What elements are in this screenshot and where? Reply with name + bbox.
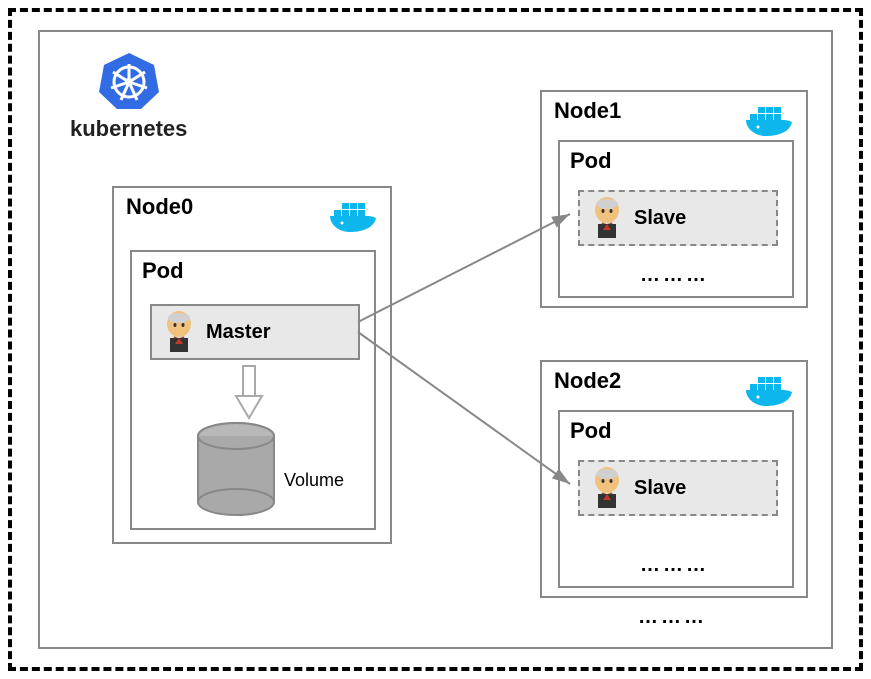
node2-pod-label: Pod bbox=[570, 418, 612, 444]
volume-label: Volume bbox=[284, 470, 344, 491]
node2-label: Node2 bbox=[554, 368, 621, 394]
node1-label: Node1 bbox=[554, 98, 621, 124]
node2-slave-box: Slave bbox=[578, 460, 778, 516]
cluster-boundary: kubernetes Node0 Pod bbox=[38, 30, 833, 649]
kubernetes-brand: kubernetes bbox=[70, 50, 187, 142]
node1-slave-box: Slave bbox=[578, 190, 778, 246]
kubernetes-logo-icon bbox=[97, 50, 161, 112]
jenkins-icon bbox=[588, 466, 626, 510]
node0-pod-label: Pod bbox=[142, 258, 184, 284]
volume-cylinder-icon bbox=[194, 422, 278, 518]
trailing-nodes-dots: ……… bbox=[638, 606, 707, 629]
docker-icon bbox=[328, 198, 378, 239]
node2-slave-label: Slave bbox=[634, 477, 686, 500]
kubernetes-label: kubernetes bbox=[70, 116, 187, 142]
docker-icon bbox=[744, 372, 794, 413]
node1-pod-box: Pod Slave ……… bbox=[558, 140, 794, 298]
master-to-volume-arrow-icon bbox=[232, 364, 266, 422]
docker-icon bbox=[744, 102, 794, 143]
jenkins-icon bbox=[160, 310, 198, 354]
node1-slave-label: Slave bbox=[634, 207, 686, 230]
jenkins-icon bbox=[588, 196, 626, 240]
node0-pod-box: Pod Master bbox=[130, 250, 376, 530]
node0-box: Node0 Pod bbox=[112, 186, 392, 544]
outer-dashed-border: kubernetes Node0 Pod bbox=[8, 8, 863, 671]
node0-label: Node0 bbox=[126, 194, 193, 220]
node2-box: Node2 Pod bbox=[540, 360, 808, 598]
node1-pod-label: Pod bbox=[570, 148, 612, 174]
node1-box: Node1 Pod bbox=[540, 90, 808, 308]
master-role-label: Master bbox=[206, 321, 270, 344]
node2-pod-dots: ……… bbox=[640, 554, 709, 577]
node2-pod-box: Pod Slave ……… bbox=[558, 410, 794, 588]
master-role-box: Master bbox=[150, 304, 360, 360]
node1-pod-dots: ……… bbox=[640, 264, 709, 287]
